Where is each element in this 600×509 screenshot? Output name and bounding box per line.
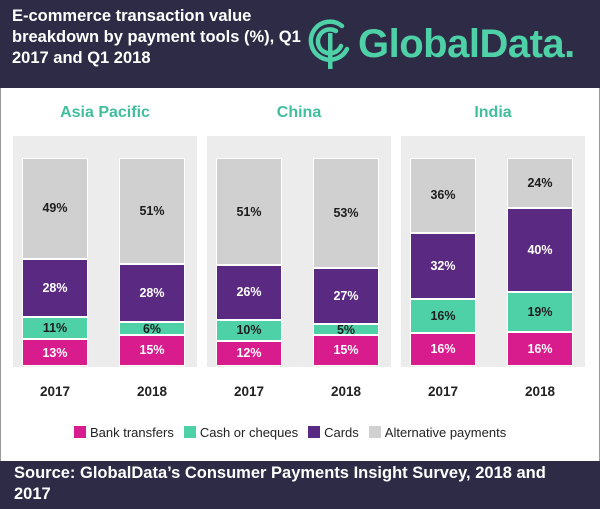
chart-title: E-commerce transaction value breakdown b… <box>12 7 301 67</box>
year-label-asia-pacific-2018: 2018 <box>136 384 168 399</box>
bar-segment-china-2017-alternative-payments: 51% <box>216 158 282 266</box>
chart-footer: Source: GlobalData’s Consumer Payments I… <box>0 461 600 509</box>
legend-label-alternative-payments: Alternative payments <box>384 424 507 440</box>
year-label-asia-pacific-2017: 2017 <box>39 384 71 399</box>
bar-segment-india-2017-cash-or-cheques: 16% <box>410 299 476 333</box>
region-title-china: China <box>276 104 322 121</box>
bar-segment-india-2017-alternative-payments: 36% <box>410 158 476 233</box>
legend-label-cash-or-cheques: Cash or cheques <box>199 424 299 440</box>
bar-segment-india-2017-bank-transfers: 16% <box>410 332 476 366</box>
bar-segment-china-2017-cash-or-cheques: 10% <box>216 319 282 341</box>
bar-segment-india-2018-cards: 40% <box>507 208 573 293</box>
bar-segment-asia-pacific-2018-alternative-payments: 51% <box>119 158 185 265</box>
legend-item-cards: Cards <box>308 425 359 440</box>
bar-segment-india-2018-cash-or-cheques: 19% <box>507 292 573 333</box>
year-label-india-2017: 2017 <box>427 384 459 399</box>
region-title-asia-pacific: Asia Pacific <box>60 104 150 121</box>
globaldata-logo: GlobalData. <box>308 14 593 74</box>
bar-segment-china-2017-cards: 26% <box>216 265 282 320</box>
bar-segment-asia-pacific-2017-cards: 28% <box>22 258 88 317</box>
bar-segment-asia-pacific-2018-bank-transfers: 15% <box>119 334 185 366</box>
legend-item-bank-transfers: Bank transfers <box>74 425 174 440</box>
bar-segment-china-2018-cards: 27% <box>313 268 379 325</box>
bar-segment-india-2018-alternative-payments: 24% <box>507 158 573 209</box>
bar-segment-india-2017-cards: 32% <box>410 232 476 300</box>
bar-segment-india-2018-bank-transfers: 16% <box>507 332 573 366</box>
legend-swatch-bank-transfers <box>74 426 86 438</box>
legend-swatch-cards <box>308 426 321 438</box>
legend-label-cards: Cards <box>324 424 359 440</box>
source-note: Source: GlobalData’s Consumer Payments I… <box>14 464 546 503</box>
year-label-china-2017: 2017 <box>233 384 265 399</box>
legend-swatch-alternative-payments <box>368 426 381 438</box>
globaldata-logo-icon <box>308 19 350 69</box>
legend-label-bank-transfers: Bank transfers <box>90 424 174 440</box>
bar-segment-china-2018-cash-or-cheques: 5% <box>313 323 379 337</box>
chart-header: E-commerce transaction value breakdown b… <box>0 0 600 88</box>
legend-item-alternative-payments: Alternative payments <box>368 424 507 440</box>
year-label-india-2018: 2018 <box>524 384 556 399</box>
bar-segment-asia-pacific-2018-cash-or-cheques: 6% <box>119 322 185 336</box>
bar-segment-asia-pacific-2017-bank-transfers: 13% <box>22 339 88 366</box>
bar-segment-asia-pacific-2017-cash-or-cheques: 11% <box>22 316 88 340</box>
globaldata-logo-text: GlobalData. <box>358 22 575 66</box>
bar-segment-china-2018-alternative-payments: 53% <box>313 158 379 269</box>
legend-swatch-cash-or-cheques <box>183 426 196 438</box>
chart-legend: Bank transfers Cash or cheques Cards Alt… <box>74 422 516 442</box>
bar-segment-asia-pacific-2018-cards: 28% <box>119 264 185 323</box>
legend-item-cash-or-cheques: Cash or cheques <box>183 424 299 440</box>
region-title-india: India <box>474 104 512 121</box>
bar-segment-china-2017-bank-transfers: 12% <box>216 340 282 366</box>
year-label-china-2018: 2018 <box>330 384 362 399</box>
bar-segment-asia-pacific-2017-alternative-payments: 49% <box>22 158 88 259</box>
bar-segment-china-2018-bank-transfers: 15% <box>313 334 379 366</box>
